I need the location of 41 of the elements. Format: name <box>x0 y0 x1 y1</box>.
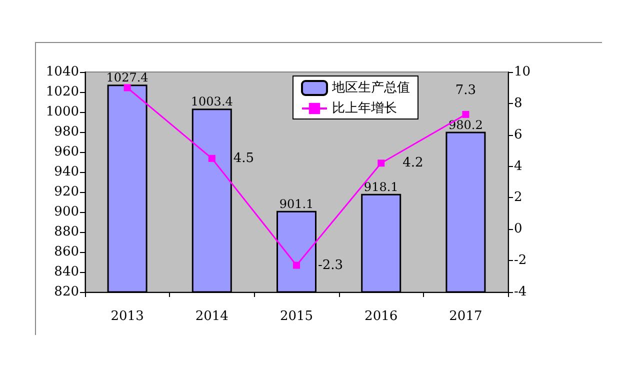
data-label: 4.5 <box>233 150 254 166</box>
y-tick-label: 880 <box>54 224 79 240</box>
data-label: 980.2 <box>448 118 483 132</box>
y2-tick-label: 6 <box>514 127 522 142</box>
data-label: 918.1 <box>364 180 398 194</box>
point <box>208 154 216 162</box>
data-label: 4.2 <box>402 156 424 171</box>
point <box>293 262 300 269</box>
data-label: 7.3 <box>455 82 476 98</box>
data-label: 1003.4 <box>190 94 234 109</box>
legend-label: 比上年增长 <box>332 101 397 116</box>
y-tick-label: 820 <box>54 284 79 300</box>
y-tick-label: 960 <box>54 144 79 160</box>
y2-tick-label: 8 <box>514 96 522 111</box>
legend-label: 地区生产总值 <box>331 80 410 96</box>
x-tick-label: 2015 <box>280 309 314 324</box>
y-tick-label: 980 <box>54 124 79 140</box>
x-tick-label: 2013 <box>110 309 144 324</box>
data-label: -2.3 <box>318 258 344 273</box>
point <box>378 160 385 167</box>
y-tick-label: 860 <box>54 244 79 260</box>
y-tick-label: 1000 <box>46 104 79 120</box>
y-tick-label: 1020 <box>46 84 79 100</box>
y-tick-label: 920 <box>54 184 79 200</box>
y-tick-label: 840 <box>54 264 79 280</box>
data-label: 901.1 <box>279 196 314 211</box>
y2-tick-label: -2 <box>514 253 527 268</box>
y2-tick-label: -4 <box>514 284 527 300</box>
y2-tick-label: 4 <box>514 158 522 174</box>
x-tick-label: 2016 <box>364 309 398 324</box>
y2-tick-label: 10 <box>514 64 531 80</box>
y-tick-label: 1040 <box>46 64 79 80</box>
point <box>124 84 131 92</box>
data-label: 1027.4 <box>106 70 149 85</box>
point <box>462 110 470 118</box>
y2-tick-label: 2 <box>514 190 522 206</box>
x-tick-label: 2017 <box>449 309 482 324</box>
x-tick-label: 2014 <box>195 309 228 324</box>
y-tick-label: 900 <box>54 204 79 220</box>
y2-tick-label: 0 <box>514 222 522 237</box>
y-tick-label: 940 <box>54 164 79 180</box>
